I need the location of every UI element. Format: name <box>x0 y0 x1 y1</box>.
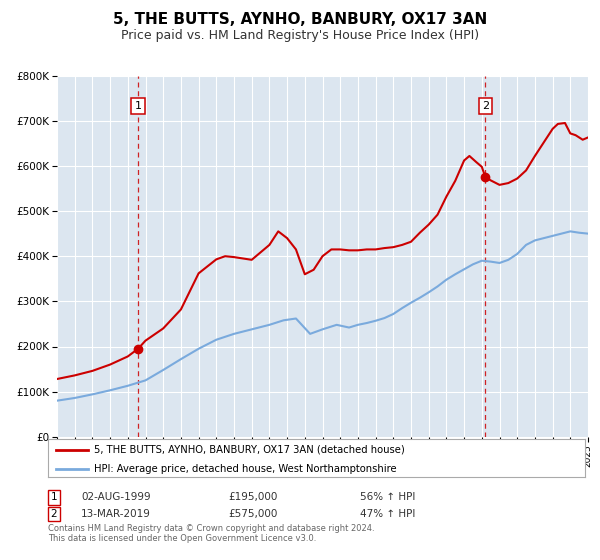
Text: 1: 1 <box>50 492 58 502</box>
Text: 13-MAR-2019: 13-MAR-2019 <box>81 509 151 519</box>
Text: 02-AUG-1999: 02-AUG-1999 <box>81 492 151 502</box>
Text: 5, THE BUTTS, AYNHO, BANBURY, OX17 3AN: 5, THE BUTTS, AYNHO, BANBURY, OX17 3AN <box>113 12 487 27</box>
Text: 47% ↑ HPI: 47% ↑ HPI <box>360 509 415 519</box>
Text: 5, THE BUTTS, AYNHO, BANBURY, OX17 3AN (detached house): 5, THE BUTTS, AYNHO, BANBURY, OX17 3AN (… <box>94 445 404 455</box>
Text: 2: 2 <box>482 101 489 111</box>
Text: 2: 2 <box>50 509 58 519</box>
Text: £195,000: £195,000 <box>228 492 277 502</box>
Text: Price paid vs. HM Land Registry's House Price Index (HPI): Price paid vs. HM Land Registry's House … <box>121 29 479 42</box>
Text: This data is licensed under the Open Government Licence v3.0.: This data is licensed under the Open Gov… <box>48 534 316 543</box>
Text: 56% ↑ HPI: 56% ↑ HPI <box>360 492 415 502</box>
Text: 1: 1 <box>134 101 142 111</box>
Text: HPI: Average price, detached house, West Northamptonshire: HPI: Average price, detached house, West… <box>94 464 396 474</box>
Text: £575,000: £575,000 <box>228 509 277 519</box>
Text: Contains HM Land Registry data © Crown copyright and database right 2024.: Contains HM Land Registry data © Crown c… <box>48 524 374 533</box>
